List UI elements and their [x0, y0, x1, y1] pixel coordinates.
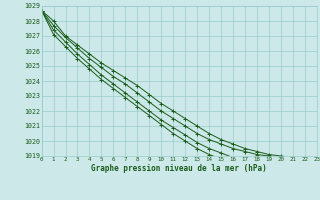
X-axis label: Graphe pression niveau de la mer (hPa): Graphe pression niveau de la mer (hPa) — [91, 164, 267, 173]
